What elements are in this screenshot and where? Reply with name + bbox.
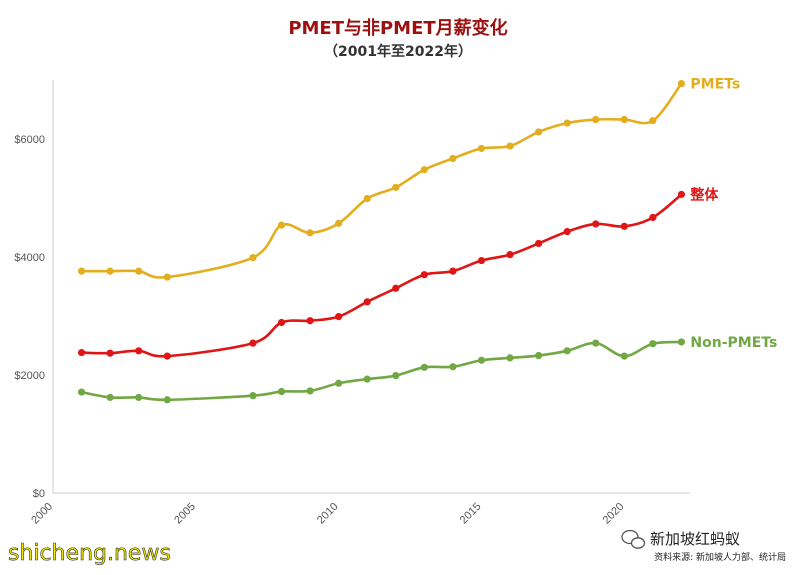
- data-point: [306, 229, 314, 237]
- data-point: [506, 142, 514, 150]
- data-point: [363, 194, 371, 203]
- data-point: [135, 347, 143, 355]
- data-point: [392, 371, 400, 380]
- data-point: [249, 339, 257, 347]
- series-label: PMETs: [690, 77, 740, 93]
- data-point: [535, 351, 543, 360]
- data-point: [392, 183, 400, 191]
- data-point: [449, 154, 457, 163]
- data-point: [592, 339, 600, 347]
- series-label: Non-PMETs: [690, 335, 777, 351]
- data-point: [592, 220, 600, 228]
- y-tick-label: $4000: [14, 252, 45, 264]
- data-point: [249, 392, 257, 400]
- y-tick-label: $0: [33, 488, 45, 500]
- x-tick-label: 2005: [172, 501, 198, 527]
- data-point: [620, 222, 628, 230]
- data-point: [335, 312, 343, 321]
- data-point: [420, 271, 428, 279]
- data-point: [135, 267, 143, 275]
- x-tick-label: 2010: [315, 501, 341, 527]
- series-layer: PMETs 整体 Non-PMETs: [77, 77, 777, 404]
- data-point: [649, 213, 657, 222]
- data-point: [535, 128, 543, 136]
- data-point: [563, 119, 571, 127]
- series-0: PMETs: [77, 77, 740, 281]
- data-point: [277, 318, 286, 327]
- data-point: [420, 166, 428, 174]
- data-point: [277, 387, 286, 396]
- data-point: [106, 393, 114, 402]
- chart-subtitle: （2001年至2022年）: [324, 43, 472, 60]
- data-point: [77, 388, 86, 396]
- data-point: [135, 393, 143, 402]
- data-point: [420, 363, 428, 371]
- data-point: [535, 239, 543, 248]
- y-tick-label: $2000: [14, 370, 45, 382]
- watermark-text: shicheng.news: [8, 541, 171, 566]
- chart-title: PMET与非PMET月薪变化: [288, 17, 507, 39]
- data-point: [335, 379, 343, 387]
- data-point: [477, 356, 486, 364]
- data-point: [506, 354, 514, 362]
- data-point: [163, 352, 171, 360]
- data-point: [306, 317, 314, 325]
- data-point: [163, 396, 171, 404]
- data-point: [335, 219, 343, 227]
- series-1: 整体: [77, 186, 719, 360]
- series-line: [81, 82, 683, 279]
- y-tick-labels: $0 $2000 $4000 $6000: [14, 134, 45, 500]
- wechat-icon: [621, 529, 646, 549]
- data-point: [649, 340, 657, 348]
- data-point: [449, 363, 457, 371]
- data-point: [592, 115, 600, 124]
- data-point: [620, 352, 628, 360]
- data-point: [277, 221, 286, 229]
- series-line: [81, 340, 682, 402]
- data-point: [363, 298, 371, 306]
- x-tick-label: 2000: [29, 501, 55, 527]
- brand-name: 新加坡红蚂蚁: [650, 530, 740, 548]
- data-point: [163, 273, 171, 281]
- data-point: [477, 256, 486, 265]
- data-point: [306, 387, 314, 395]
- data-point: [649, 117, 657, 125]
- data-point: [77, 267, 86, 275]
- data-point: [563, 228, 571, 236]
- data-point: [677, 338, 686, 346]
- y-tick-label: $6000: [14, 134, 45, 146]
- data-point: [677, 79, 686, 88]
- data-point: [392, 284, 400, 292]
- data-point: [449, 267, 457, 275]
- data-point: [363, 375, 371, 383]
- data-point: [249, 253, 257, 262]
- series-2: Non-PMETs: [77, 335, 777, 404]
- data-point: [477, 144, 486, 153]
- data-point: [506, 251, 514, 259]
- data-point: [106, 349, 114, 357]
- x-tick-labels: 2000 2005 2010 2015 2020: [29, 501, 626, 527]
- data-point: [620, 115, 628, 124]
- source-note: 资料来源: 新加坡人力部、统计局: [654, 551, 786, 563]
- data-point: [563, 347, 571, 355]
- x-tick-label: 2020: [601, 501, 627, 527]
- data-point: [106, 267, 114, 275]
- data-point: [677, 190, 686, 199]
- data-point: [77, 348, 86, 357]
- series-label: 整体: [689, 186, 719, 203]
- x-tick-label: 2015: [458, 501, 484, 527]
